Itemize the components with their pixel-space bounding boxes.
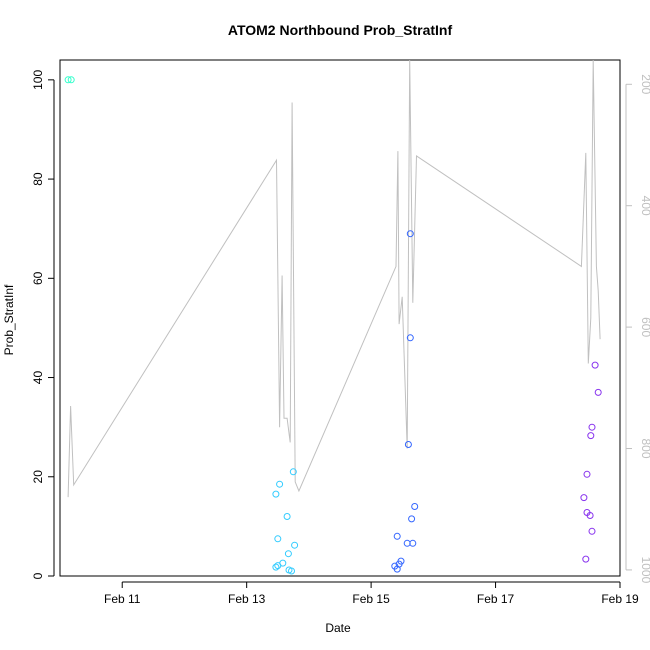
left-axis: 0 20 40 60 80 100 bbox=[31, 70, 55, 579]
data-point-group-2-9 bbox=[288, 567, 295, 575]
data-point-group-3-5 bbox=[393, 532, 401, 540]
y2-tick-label: 400 bbox=[639, 196, 650, 216]
data-point-group-4-2 bbox=[588, 423, 596, 431]
y-tick-label: 80 bbox=[31, 172, 45, 186]
data-point-group-2-6 bbox=[283, 513, 291, 520]
data-point-group-3-4 bbox=[408, 515, 416, 523]
data-point-group-4-3 bbox=[587, 432, 595, 440]
background-series-line bbox=[67, 59, 601, 498]
data-point-group-4-5 bbox=[580, 494, 588, 502]
bottom-axis: Feb 11 Feb 13 Feb 15 Feb 17 Feb 19 bbox=[104, 581, 639, 606]
data-point-group-2-10 bbox=[291, 541, 299, 549]
data-point-group-3-1 bbox=[406, 334, 414, 342]
data-point-group-3-11 bbox=[393, 565, 401, 573]
x-tick-label: Feb 15 bbox=[352, 592, 390, 606]
x-tick-label: Feb 13 bbox=[228, 592, 266, 606]
data-point-group-4-7 bbox=[586, 512, 594, 519]
data-point-group-2-11 bbox=[289, 468, 297, 476]
y2-tick-label: 200 bbox=[639, 74, 650, 94]
y-tick-label: 0 bbox=[31, 572, 45, 579]
y-tick-label: 60 bbox=[31, 271, 45, 285]
data-point-group-4-0 bbox=[591, 361, 599, 369]
data-point-group-2-3 bbox=[272, 563, 280, 571]
data-point-group-4-4 bbox=[583, 470, 591, 478]
x-tick-label: Feb 11 bbox=[104, 592, 141, 606]
data-point-group-3-7 bbox=[409, 539, 417, 547]
data-point-group-2-2 bbox=[276, 480, 284, 488]
y-tick-label: 40 bbox=[31, 371, 45, 385]
y2-tick-label: 800 bbox=[639, 439, 650, 459]
background-line-layer bbox=[67, 59, 601, 498]
data-point-group-2-1 bbox=[274, 535, 282, 543]
plot-box bbox=[59, 59, 621, 577]
x-tick-label: Feb 17 bbox=[477, 592, 515, 606]
chart-title: ATOM2 Northbound Prob_StratInf bbox=[228, 22, 453, 38]
data-point-group-2-7 bbox=[284, 550, 292, 558]
y-tick-label: 20 bbox=[31, 470, 45, 484]
y-tick-label: 100 bbox=[31, 70, 45, 90]
right-axis: 200 400 600 800 1000 bbox=[625, 74, 650, 584]
data-point-group-1-1 bbox=[67, 76, 75, 84]
data-point-group-3-3 bbox=[411, 503, 419, 510]
data-point-group-3-2 bbox=[404, 441, 412, 448]
data-point-group-2-0 bbox=[272, 490, 280, 498]
x-tick-label: Feb 19 bbox=[601, 592, 639, 606]
y-axis-label: Prob_StratInf bbox=[2, 284, 16, 355]
x-axis-label: Date bbox=[325, 621, 351, 635]
data-point-group-4-8 bbox=[588, 527, 596, 535]
data-point-group-3-0 bbox=[406, 230, 414, 238]
y2-tick-label: 600 bbox=[639, 317, 650, 337]
data-point-group-4-9 bbox=[582, 555, 590, 563]
data-point-group-1-0 bbox=[64, 76, 72, 84]
data-point-group-4-1 bbox=[594, 388, 602, 396]
points-layer bbox=[64, 76, 602, 575]
data-point-group-2-5 bbox=[279, 559, 287, 567]
y2-tick-label: 1000 bbox=[639, 557, 650, 584]
